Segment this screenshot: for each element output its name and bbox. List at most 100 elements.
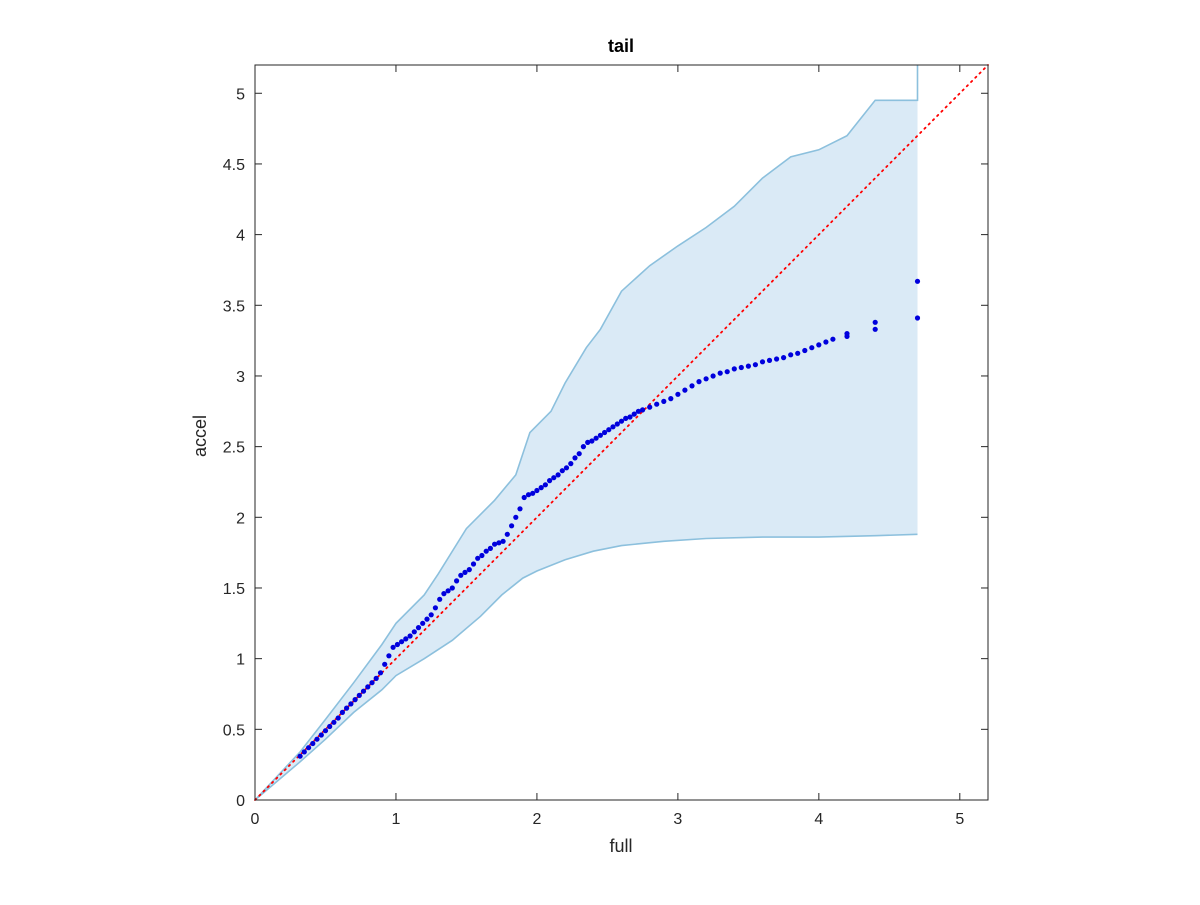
data-point [781,355,787,361]
data-point [327,723,333,730]
data-point [647,404,653,410]
data-point [386,653,392,659]
data-point [563,465,570,471]
data-point [382,661,388,667]
data-point [542,482,549,488]
y-tick-label: 3.5 [223,298,245,315]
data-point [809,345,815,351]
data-point [445,588,451,594]
x-tick-label: 2 [532,811,541,828]
reference-line [254,64,989,801]
data-point [352,697,358,703]
data-point [589,438,595,444]
data-point [635,408,642,414]
y-tick-label: 1 [236,652,245,669]
data-point [654,401,660,407]
data-point [766,357,773,363]
data-point [614,421,620,427]
data-point [675,391,681,397]
x-tick-label: 3 [673,811,682,828]
data-point [339,709,345,716]
data-point [547,478,553,484]
data-point [710,373,716,379]
data-point [399,639,405,645]
data-point [466,567,472,573]
data-point [513,514,519,520]
data-point [830,336,836,342]
data-point [479,552,485,559]
data-point [424,616,430,622]
axes-box [254,64,989,801]
y-tick-label: 4.5 [223,157,245,174]
y-tick-label: 2 [236,510,245,527]
chart-title: tail [608,36,634,56]
data-point [538,485,544,491]
data-point [689,383,695,389]
data-point [365,684,371,690]
data-point [306,745,312,751]
data-point [318,732,324,738]
data-point [348,701,354,707]
data-point [872,319,878,325]
data-point [314,736,320,742]
data-point [475,555,481,561]
data-point [627,414,633,420]
data-point [360,688,367,694]
data-point [731,366,737,372]
data-point [432,605,438,611]
data-point [322,728,329,734]
data-point [774,356,780,362]
data-point [415,625,422,631]
data-point [745,363,752,369]
y-tick-label: 1.5 [223,581,245,598]
data-point [428,612,434,618]
y-tick-label: 0 [236,793,245,810]
data-point [661,398,667,404]
data-point [914,315,921,321]
reference-line-layer [254,64,989,801]
data-point [618,418,625,424]
data-point [738,364,744,371]
data-point [504,531,510,537]
data-point [844,331,850,337]
y-tick-label: 4 [236,228,245,245]
data-point [449,585,455,591]
band-layer [254,65,919,801]
data-point [521,494,527,501]
data-point [377,670,384,676]
data-point [441,591,447,597]
data-point [585,439,591,445]
data-point [310,740,316,747]
data-point [454,578,460,584]
data-point [696,379,702,385]
data-point [487,545,493,552]
data-point [335,715,341,721]
data-point [823,339,829,345]
x-tick-label: 1 [392,811,401,828]
data-point [420,620,426,626]
data-point [631,411,637,417]
confidence-band [255,65,918,800]
data-point [331,719,337,725]
data-point [602,429,608,436]
data-point [788,352,794,358]
ticks-layer: 0 1 2 3 4 5 0 0.5 1 1.5 2 2.5 3 3.5 4 4.5 5 [223,65,988,828]
data-point [816,342,822,348]
band-upper-edge [254,65,919,801]
data-point [462,569,468,576]
y-tick-label: 5 [236,86,245,103]
data-point [559,468,565,474]
y-axis-label: accel [190,415,210,457]
x-tick-label: 5 [955,811,964,828]
data-point [606,427,612,433]
x-tick-label: 0 [251,811,260,828]
band-lower-edge [254,533,918,801]
data-point [668,396,674,402]
data-point [623,415,629,421]
data-point [369,680,375,686]
data-point [492,541,498,547]
data-point [576,451,582,457]
data-point [551,475,557,481]
